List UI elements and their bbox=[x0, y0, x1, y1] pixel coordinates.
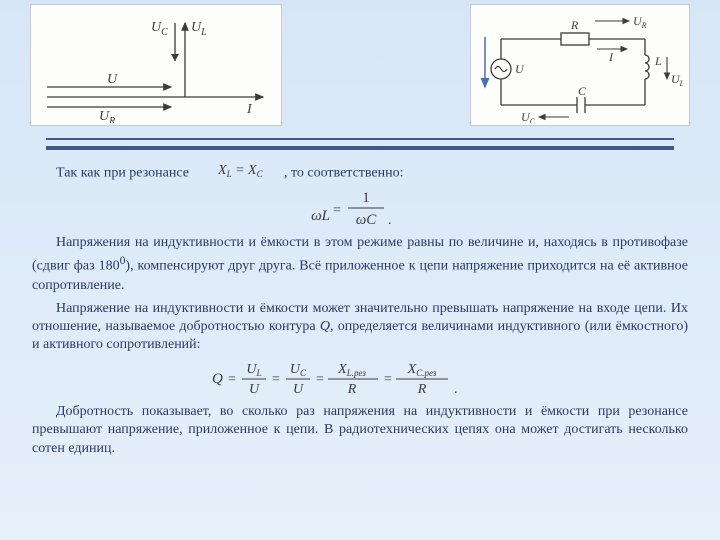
svg-text:=: = bbox=[272, 372, 280, 387]
inline-eq-xl-xc: XL = XC bbox=[194, 162, 278, 184]
svg-text:=: = bbox=[228, 372, 236, 387]
usrc-label: U bbox=[515, 62, 525, 76]
svg-text:=: = bbox=[384, 372, 392, 387]
figure-circuit: UR R I L UL C UC U bbox=[470, 4, 690, 126]
body-text: Так как при резонансе XL = XC , то соотв… bbox=[0, 162, 720, 458]
q-symbol: Q bbox=[320, 319, 330, 334]
figures-row: UC UL U UR I bbox=[0, 0, 720, 126]
svg-text:.: . bbox=[388, 213, 392, 228]
c-label: C bbox=[578, 84, 587, 98]
slide: UC UL U UR I bbox=[0, 0, 720, 540]
figure-phasor: UC UL U UR I bbox=[30, 4, 282, 126]
svg-text:XC.рез: XC.рез bbox=[407, 362, 437, 378]
svg-text:UL: UL bbox=[671, 72, 683, 88]
svg-text:UC: UC bbox=[521, 110, 536, 123]
p2tail: ), компенсируют друг друга. Всё приложен… bbox=[32, 259, 688, 293]
svg-text:XL =: XL = XC bbox=[218, 163, 264, 178]
svg-text:.: . bbox=[454, 382, 458, 397]
svg-text:1: 1 bbox=[362, 190, 370, 206]
svg-text:R: R bbox=[417, 382, 427, 397]
svg-text:R: R bbox=[347, 382, 357, 397]
svg-text:UL: UL bbox=[246, 362, 261, 378]
svg-text:ωC: ωC bbox=[356, 212, 378, 228]
circuit-svg: UR R I L UL C UC U bbox=[477, 9, 683, 123]
svg-text:UR: UR bbox=[633, 14, 647, 30]
svg-text:UR: UR bbox=[99, 109, 115, 123]
divider bbox=[46, 138, 674, 150]
i-label: I bbox=[246, 102, 253, 117]
svg-text:Q: Q bbox=[212, 371, 223, 387]
para-1: Так как при резонансе XL = XC , то соотв… bbox=[32, 162, 688, 184]
svg-text:UC: UC bbox=[151, 20, 168, 38]
svg-text:UC: UC bbox=[290, 362, 307, 378]
formula-wl-wc: ωL = 1 ωC . bbox=[32, 188, 688, 230]
svg-text:ωL: ωL bbox=[311, 208, 330, 224]
l-label: L bbox=[654, 54, 662, 68]
svg-text:=: = bbox=[333, 203, 341, 218]
para-4: Добротность показывает, во сколько раз н… bbox=[32, 403, 688, 458]
svg-text:U: U bbox=[293, 382, 304, 397]
svg-text:=: = bbox=[316, 372, 324, 387]
r-label: R bbox=[570, 18, 579, 32]
p1a: Так как при резонансе bbox=[56, 165, 192, 180]
para-3: Напряжение на индуктивности и ёмкости мо… bbox=[32, 300, 688, 355]
p1b: , то соответственно: bbox=[280, 165, 403, 180]
svg-text:XL.рез: XL.рез bbox=[337, 362, 366, 378]
para-2: Напряжения на индуктивности и ёмкости в … bbox=[32, 234, 688, 295]
formula-q: Q = UL U = UC U = XL.рез R = XC.рез bbox=[32, 359, 688, 399]
svg-text:U: U bbox=[249, 382, 260, 397]
phasor-svg: UC UL U UR I bbox=[37, 9, 275, 123]
red-dot-icon bbox=[124, 276, 127, 290]
svg-text:UL: UL bbox=[191, 20, 207, 38]
i-circ-label: I bbox=[608, 50, 614, 64]
u-label: U bbox=[107, 72, 118, 87]
